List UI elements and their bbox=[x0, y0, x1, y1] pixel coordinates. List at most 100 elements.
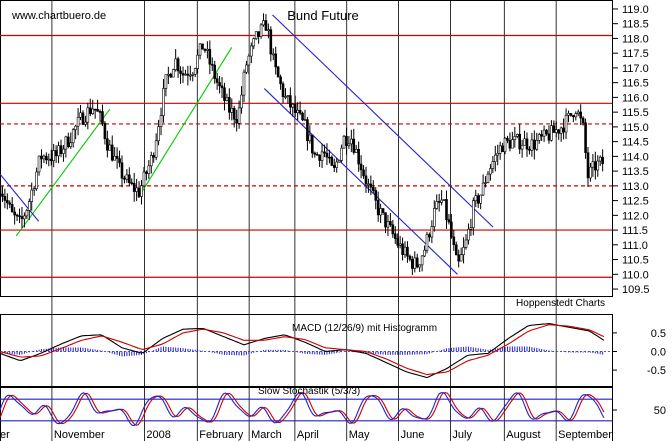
candle-body bbox=[369, 183, 373, 188]
candle-body bbox=[354, 149, 358, 153]
candle-body bbox=[484, 182, 487, 184]
candle-body bbox=[240, 94, 243, 109]
candle-body bbox=[147, 165, 151, 174]
candle-body bbox=[267, 29, 270, 31]
candle-body bbox=[135, 187, 138, 192]
candle-body bbox=[186, 73, 190, 76]
candle-body bbox=[115, 155, 119, 159]
candle-body bbox=[418, 264, 421, 268]
candle-body bbox=[42, 155, 46, 160]
candle-body bbox=[408, 255, 412, 260]
price-axis-tick-label: 117.5 bbox=[622, 48, 649, 60]
candle-body bbox=[62, 148, 65, 154]
price-axis-tick-label: 112.0 bbox=[622, 210, 649, 222]
chart-title: Bund Future bbox=[287, 8, 359, 23]
candle-body bbox=[469, 227, 473, 230]
candle-body bbox=[457, 254, 460, 262]
candle-body bbox=[584, 122, 587, 153]
candle-body bbox=[574, 113, 578, 118]
candle-body bbox=[489, 168, 492, 175]
x-axis-month-label: July bbox=[452, 429, 472, 441]
candle-body bbox=[367, 183, 370, 186]
price-axis-tick-label: 112.5 bbox=[622, 196, 649, 208]
candle-body bbox=[335, 161, 339, 168]
candle-body bbox=[523, 138, 526, 146]
stochastic-pk-line bbox=[0, 392, 605, 427]
candle-body bbox=[269, 29, 273, 55]
candle-body bbox=[1, 193, 4, 197]
macd-signal-line bbox=[0, 324, 605, 376]
candle-body bbox=[45, 155, 48, 161]
candle-body bbox=[13, 211, 16, 216]
candle-body bbox=[81, 112, 85, 125]
candle-body bbox=[20, 216, 24, 220]
candle-body bbox=[337, 160, 341, 163]
candle-body bbox=[371, 186, 375, 191]
candle-body bbox=[88, 107, 92, 114]
candle-body bbox=[232, 107, 236, 120]
candle-body bbox=[350, 138, 353, 145]
candle-body bbox=[467, 229, 470, 241]
price-axis-tick-label: 109.5 bbox=[622, 284, 650, 296]
candle-body bbox=[396, 238, 399, 246]
candle-body bbox=[537, 134, 541, 141]
candle-body bbox=[193, 68, 197, 75]
candle-body bbox=[374, 190, 378, 201]
candle-body bbox=[415, 257, 419, 268]
chart-credit: Hoppenstedt Charts bbox=[516, 298, 605, 309]
macd-axis-tick-label: -0.5 bbox=[647, 365, 666, 377]
candle-body bbox=[106, 138, 109, 151]
candle-body bbox=[101, 111, 104, 124]
macd-axis-tick-label: 0.0 bbox=[651, 347, 666, 359]
candle-body bbox=[6, 200, 9, 204]
candle-body bbox=[332, 165, 336, 168]
price-axis-tick-label: 111.0 bbox=[622, 240, 648, 252]
candle-body bbox=[362, 169, 365, 177]
candle-body bbox=[215, 78, 219, 83]
trend-line bbox=[15, 108, 111, 237]
watermark: www.chartbuero.de bbox=[12, 10, 107, 22]
candle-body bbox=[86, 107, 90, 123]
candle-body bbox=[386, 221, 390, 228]
candle-body bbox=[559, 127, 563, 134]
candle-body bbox=[432, 208, 436, 227]
candle-body bbox=[203, 48, 207, 51]
candle-body bbox=[474, 195, 478, 201]
price-axis-tick-label: 116.5 bbox=[622, 78, 649, 90]
candle-body bbox=[330, 156, 334, 166]
candle-body bbox=[120, 162, 124, 179]
candle-body bbox=[313, 152, 317, 155]
candle-body bbox=[230, 107, 234, 113]
candle-body bbox=[54, 150, 58, 157]
candle-body bbox=[511, 139, 514, 149]
candle-body bbox=[503, 137, 507, 153]
candle-body bbox=[564, 114, 568, 133]
candle-body bbox=[49, 158, 53, 161]
candle-body bbox=[318, 154, 321, 161]
candle-body bbox=[52, 150, 55, 161]
candle-body bbox=[493, 154, 497, 162]
candle-body bbox=[528, 148, 531, 151]
candle-body bbox=[591, 161, 595, 168]
candle-body bbox=[250, 45, 253, 57]
candle-body bbox=[325, 152, 329, 158]
candle-body bbox=[435, 201, 439, 209]
candle-body bbox=[579, 111, 582, 119]
candle-body bbox=[286, 95, 290, 97]
candle-body bbox=[306, 119, 309, 142]
candle-body bbox=[235, 118, 238, 124]
candle-body bbox=[142, 171, 146, 187]
stochastic-panel-label: Slow Stochastik (5/3/3) bbox=[258, 386, 360, 397]
price-axis-tick-label: 118.5 bbox=[622, 19, 649, 31]
candle-body bbox=[210, 63, 214, 66]
candle-body bbox=[345, 135, 348, 146]
candle-body bbox=[10, 204, 14, 213]
candle-body bbox=[533, 139, 536, 150]
candle-body bbox=[462, 247, 465, 255]
candle-body bbox=[125, 174, 129, 180]
candle-body bbox=[520, 144, 524, 150]
candle-body bbox=[8, 202, 12, 205]
macd-panel-label: MACD (12/26/9) mit Histogramm bbox=[292, 323, 437, 334]
candle-body bbox=[447, 219, 451, 223]
